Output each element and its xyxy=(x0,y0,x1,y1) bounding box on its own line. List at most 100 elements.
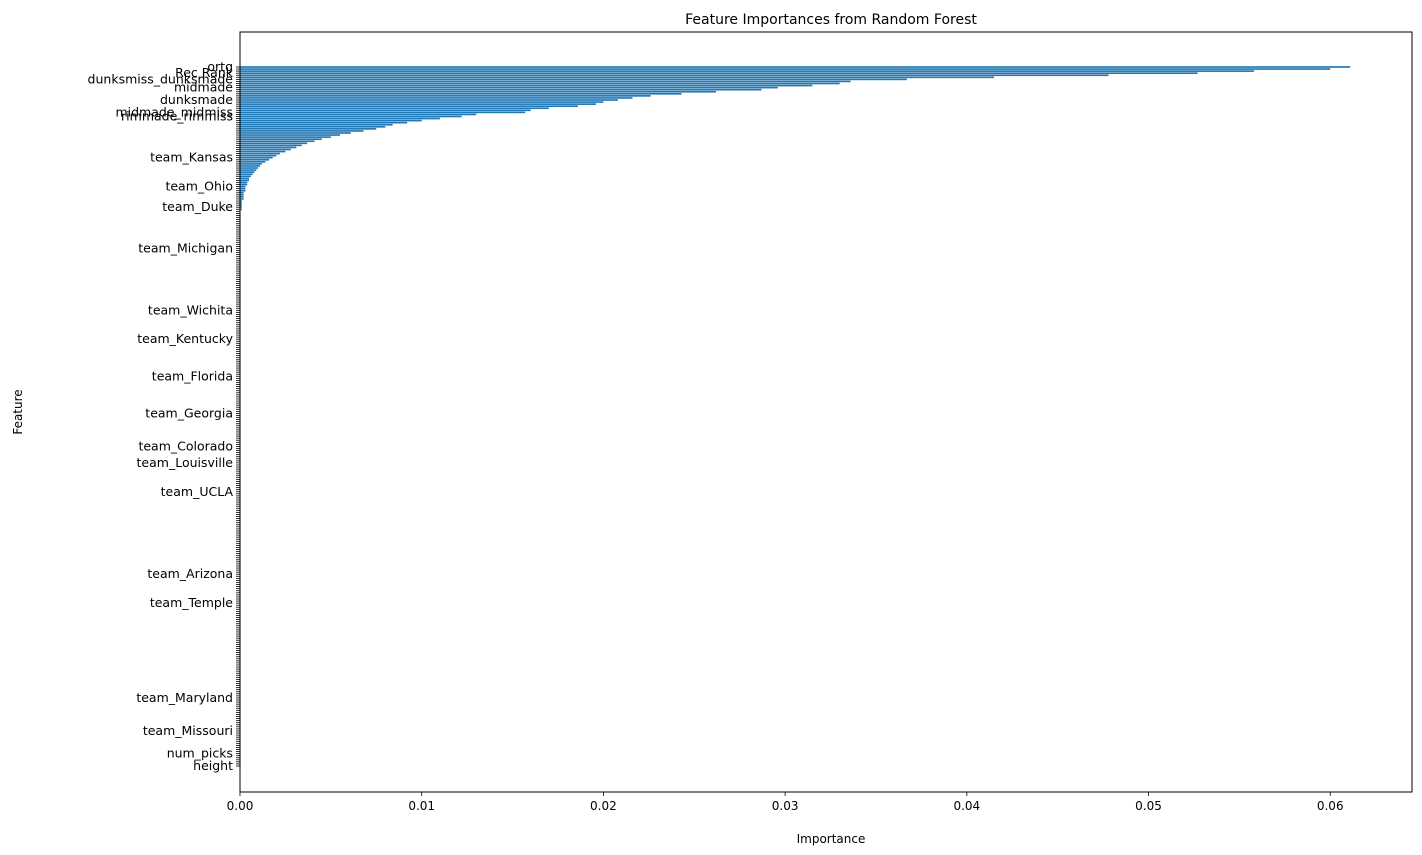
bar-39 xyxy=(240,146,297,149)
bar-0 xyxy=(240,66,1351,68)
y-tick-label: dunksmade xyxy=(160,92,233,107)
bar-9 xyxy=(240,84,813,87)
bar-14 xyxy=(240,95,651,97)
y-tick-label: team_Arizona xyxy=(147,566,233,581)
bar-56 xyxy=(240,181,248,184)
bar-16 xyxy=(240,99,618,101)
bar-66 xyxy=(240,202,242,204)
bar-62 xyxy=(240,194,244,196)
y-tick-label: team_Florida xyxy=(152,368,233,383)
x-axis-label: Importance xyxy=(797,832,866,846)
y-tick-label: team_Missouri xyxy=(143,723,233,738)
bar-10 xyxy=(240,86,778,89)
x-tick-label: 0.00 xyxy=(227,799,254,813)
x-ticks-layer: 0.00 0.01 0.02 0.03 0.04 0.05 0.06 xyxy=(227,792,1344,813)
bar-22 xyxy=(240,111,526,114)
y-tick-label: rimmade_rimmiss xyxy=(121,108,233,123)
bar-46 xyxy=(240,161,266,163)
bar-50 xyxy=(240,169,257,171)
bar-53 xyxy=(240,175,251,178)
y-tick-label: Rec Rank xyxy=(175,65,234,80)
y-tick-label: height xyxy=(193,758,233,773)
bar-34 xyxy=(240,136,331,138)
chart-title: Feature Importances from Random Forest xyxy=(685,12,977,28)
bar-7 xyxy=(240,80,851,83)
bar-49 xyxy=(240,167,259,169)
bar-33 xyxy=(240,134,340,136)
bar-15 xyxy=(240,97,633,99)
bar-55 xyxy=(240,179,250,182)
bar-13 xyxy=(240,92,682,95)
y-tick-label: ortg xyxy=(207,59,233,74)
bar-64 xyxy=(240,198,244,200)
bar-18 xyxy=(240,103,597,105)
bar-41 xyxy=(240,150,286,153)
bar-54 xyxy=(240,177,250,180)
y-tick-label: team_Duke xyxy=(162,199,233,214)
bar-24 xyxy=(240,115,462,118)
bar-8 xyxy=(240,82,840,85)
bar-25 xyxy=(240,117,440,120)
bar-19 xyxy=(240,105,578,107)
bar-43 xyxy=(240,154,277,157)
bar-44 xyxy=(240,156,273,159)
bar-45 xyxy=(240,158,270,161)
bar-30 xyxy=(240,128,377,130)
bar-52 xyxy=(240,173,253,176)
y-tick-label: team_Ohio xyxy=(165,179,233,194)
y-tick-label: team_Colorado xyxy=(138,438,233,453)
x-tick-label: 0.06 xyxy=(1317,799,1344,813)
y-axis-label: Feature xyxy=(11,389,25,434)
bar-60 xyxy=(240,189,246,192)
bar-63 xyxy=(240,196,244,198)
bar-17 xyxy=(240,101,604,103)
x-tick-label: 0.03 xyxy=(772,799,799,813)
y-tick-label: team_Kansas xyxy=(150,150,233,165)
bar-31 xyxy=(240,130,364,132)
bar-38 xyxy=(240,144,302,147)
x-tick-label: 0.01 xyxy=(408,799,435,813)
bar-32 xyxy=(240,132,351,134)
x-tick-label: 0.04 xyxy=(953,799,980,813)
bar-1 xyxy=(240,68,1331,70)
bar-57 xyxy=(240,183,248,186)
x-tick-label: 0.02 xyxy=(590,799,617,813)
bar-48 xyxy=(240,165,260,167)
bars-layer xyxy=(240,66,1351,767)
bar-65 xyxy=(240,200,242,202)
bar-3 xyxy=(240,72,1198,75)
y-tick-label: team_Wichita xyxy=(148,302,233,317)
y-tick-label: team_Louisville xyxy=(137,455,234,470)
bar-35 xyxy=(240,138,322,140)
bar-27 xyxy=(240,121,408,124)
y-tick-label: team_Kentucky xyxy=(137,331,233,346)
bar-5 xyxy=(240,76,995,79)
bar-61 xyxy=(240,191,244,194)
bar-4 xyxy=(240,74,1109,77)
bar-68 xyxy=(240,206,242,209)
bar-12 xyxy=(240,90,717,93)
bar-59 xyxy=(240,187,246,190)
y-tick-label: midmade_midmiss xyxy=(115,104,233,119)
bar-28 xyxy=(240,123,393,126)
plot-frame xyxy=(239,31,1413,793)
bar-69 xyxy=(240,208,242,211)
bar-40 xyxy=(240,148,291,151)
y-tick-label: team_Georgia xyxy=(145,405,233,420)
bar-20 xyxy=(240,107,549,110)
bar-51 xyxy=(240,171,255,173)
bar-23 xyxy=(240,113,477,116)
bar-21 xyxy=(240,109,531,112)
bar-67 xyxy=(240,204,242,206)
bar-2 xyxy=(240,70,1254,72)
x-tick-label: 0.05 xyxy=(1135,799,1162,813)
bar-6 xyxy=(240,78,907,81)
y-tick-label: team_Temple xyxy=(150,595,233,610)
bar-26 xyxy=(240,119,422,122)
y-tick-label: team_Michigan xyxy=(138,240,233,255)
y-tick-label: dunksmiss_dunksmade xyxy=(88,71,234,86)
y-tick-label: team_UCLA xyxy=(161,484,234,499)
bar-37 xyxy=(240,142,308,145)
